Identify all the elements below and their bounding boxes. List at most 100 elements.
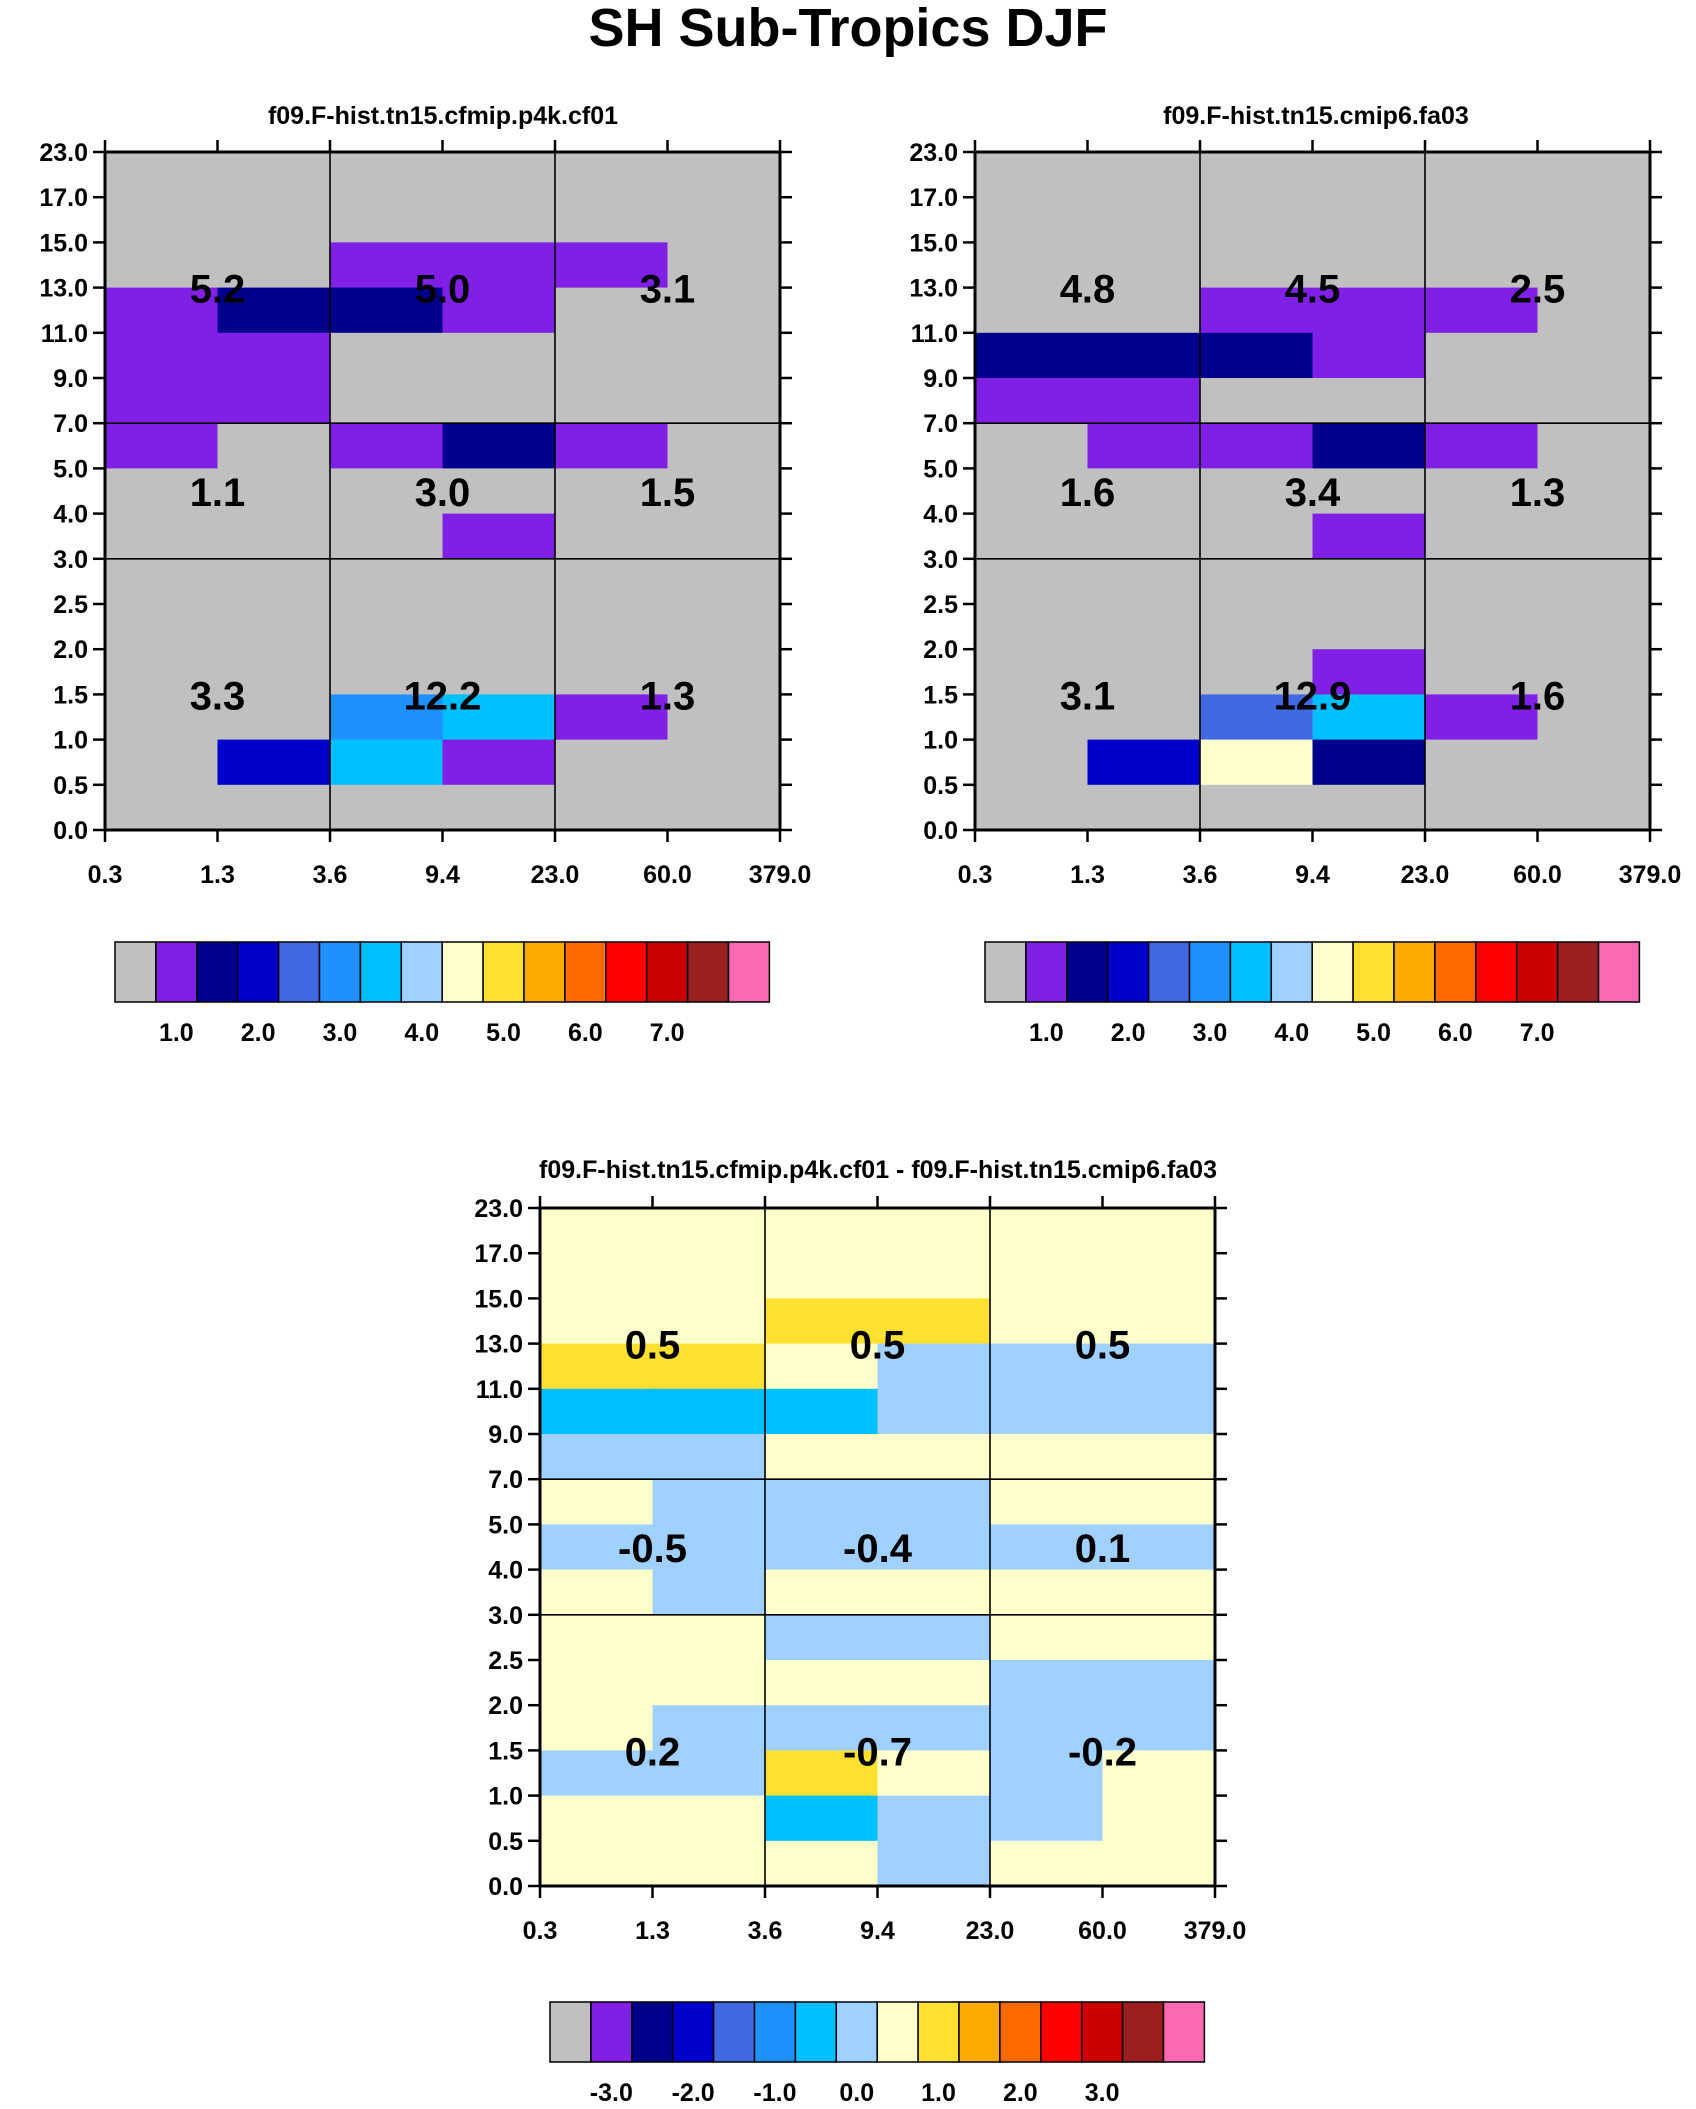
heatmap-cell bbox=[667, 242, 781, 289]
heatmap-cell bbox=[105, 694, 219, 741]
heatmap-cell bbox=[975, 739, 1089, 786]
y-tick-label: 0.0 bbox=[53, 817, 88, 845]
heatmap-cell bbox=[105, 649, 219, 695]
x-tick-label: 9.4 bbox=[1295, 861, 1330, 889]
x-tick-label: 60.0 bbox=[643, 861, 692, 889]
heatmap-cell bbox=[1102, 1614, 1216, 1661]
heatmap-cell bbox=[1425, 513, 1539, 560]
x-tick-label: 1.3 bbox=[1070, 861, 1105, 889]
colorbar-box bbox=[196, 941, 239, 1003]
heatmap-cell bbox=[652, 1524, 766, 1571]
heatmap-cell bbox=[105, 423, 219, 469]
heatmap-cell bbox=[1312, 197, 1426, 243]
y-tick-label: 3.0 bbox=[53, 546, 88, 574]
y-tick-label: 7.0 bbox=[53, 410, 88, 438]
heatmap-cell bbox=[652, 1750, 766, 1797]
heatmap-cell bbox=[330, 197, 444, 243]
y-tick-label: 5.0 bbox=[53, 455, 88, 483]
heatmap-cell bbox=[1200, 513, 1314, 560]
heatmap-cell bbox=[1425, 423, 1539, 469]
colorbar-box bbox=[523, 941, 566, 1003]
heatmap-cell bbox=[1087, 378, 1201, 424]
colorbar-box bbox=[958, 2001, 1001, 2063]
box-value-label: 5.2 bbox=[190, 268, 246, 312]
heatmap-cell bbox=[1102, 1750, 1216, 1797]
heatmap-cell bbox=[765, 1795, 879, 1842]
heatmap-cell bbox=[555, 513, 669, 560]
x-tick-label: 379.0 bbox=[1619, 861, 1682, 889]
heatmap-cell bbox=[652, 1343, 766, 1390]
y-tick-label: 1.5 bbox=[53, 681, 88, 709]
colorbar-label: 3.0 bbox=[1085, 2079, 1120, 2107]
heatmap-cell bbox=[330, 468, 444, 515]
heatmap-cell bbox=[540, 1660, 654, 1706]
y-tick-label: 3.0 bbox=[488, 1602, 523, 1630]
heatmap-cell bbox=[1200, 694, 1314, 741]
heatmap-cell bbox=[1312, 784, 1426, 831]
heatmap-cell bbox=[105, 558, 219, 605]
heatmap-cell bbox=[667, 287, 781, 334]
colorbar-label: -1.0 bbox=[753, 2079, 796, 2107]
heatmap-cell bbox=[975, 242, 1089, 289]
heatmap-cell bbox=[975, 332, 1089, 379]
heatmap-cell bbox=[1312, 513, 1426, 560]
heatmap-cell bbox=[540, 1750, 654, 1797]
heatmap-cell bbox=[667, 378, 781, 424]
heatmap-cell bbox=[1102, 1795, 1216, 1842]
x-tick-label: 60.0 bbox=[1078, 1917, 1127, 1945]
y-tick-label: 13.0 bbox=[909, 275, 958, 303]
heatmap-cell bbox=[1425, 197, 1539, 243]
heatmap-cell bbox=[765, 1750, 879, 1797]
heatmap-cell bbox=[540, 1343, 654, 1390]
box-value-label: 4.8 bbox=[1060, 268, 1116, 312]
heatmap-cell bbox=[555, 423, 669, 469]
colorbar-box bbox=[318, 941, 362, 1003]
heatmap-cell bbox=[667, 558, 781, 605]
heatmap-cell bbox=[1087, 558, 1201, 605]
heatmap-cell bbox=[1312, 152, 1426, 198]
x-tick-label: 9.4 bbox=[860, 1917, 895, 1945]
heatmap-cell bbox=[1087, 468, 1201, 515]
heatmap-cell bbox=[1537, 242, 1651, 289]
heatmap-cell bbox=[1312, 468, 1426, 515]
heatmap-cell bbox=[330, 513, 444, 560]
heatmap-cell bbox=[1537, 694, 1651, 741]
heatmap-cell bbox=[877, 1343, 991, 1390]
colorbar-box bbox=[1040, 2001, 1083, 2063]
colorbar-box bbox=[1434, 941, 1477, 1003]
heatmap-cell bbox=[990, 1569, 1104, 1616]
heatmap-cell bbox=[1200, 287, 1314, 334]
heatmap-cell bbox=[1537, 784, 1651, 831]
heatmap-cell bbox=[1087, 423, 1201, 469]
y-tick-label: 15.0 bbox=[39, 229, 88, 257]
heatmap-cell bbox=[105, 152, 219, 198]
heatmap-cell bbox=[1087, 739, 1201, 786]
y-tick-label: 13.0 bbox=[474, 1331, 523, 1359]
x-tick-label: 1.3 bbox=[200, 861, 235, 889]
heatmap-cell bbox=[105, 378, 219, 424]
heatmap-cell bbox=[555, 378, 669, 424]
heatmap-cell bbox=[652, 1660, 766, 1706]
heatmap-cell bbox=[975, 197, 1089, 243]
heatmap-cell bbox=[540, 1569, 654, 1616]
heatmap-cell bbox=[1102, 1479, 1216, 1525]
heatmap-cell bbox=[540, 1705, 654, 1751]
colorbar-box bbox=[984, 941, 1027, 1003]
heatmap-cell bbox=[442, 423, 556, 469]
heatmap-cell bbox=[1312, 378, 1426, 424]
colorbar-box bbox=[590, 2001, 633, 2063]
heatmap-cell bbox=[975, 604, 1089, 650]
y-tick-label: 7.0 bbox=[923, 410, 958, 438]
heatmap-cell bbox=[442, 558, 556, 605]
heatmap-cell bbox=[1537, 332, 1651, 379]
y-tick-label: 23.0 bbox=[474, 1195, 523, 1223]
colorbar-box bbox=[794, 2001, 838, 2063]
heatmap-cell bbox=[540, 1298, 654, 1345]
heatmap-cell bbox=[555, 604, 669, 650]
box-value-label: 1.5 bbox=[640, 471, 696, 515]
heatmap-cell bbox=[765, 1208, 879, 1254]
colorbar-box bbox=[1188, 941, 1232, 1003]
heatmap-cell bbox=[1537, 604, 1651, 650]
colorbar-box bbox=[1066, 941, 1109, 1003]
